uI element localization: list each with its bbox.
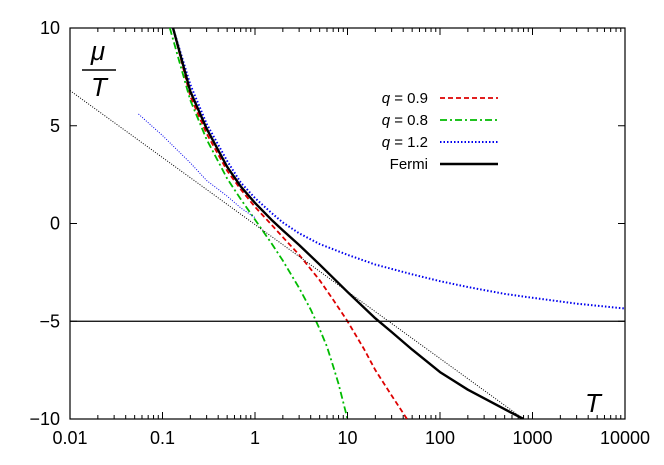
x-tick-label: 100 xyxy=(425,428,455,448)
x-axis-label: T xyxy=(585,388,603,418)
series-line-fermi xyxy=(171,28,525,419)
x-tick-label: 1 xyxy=(250,428,260,448)
x-tick-label: 1000 xyxy=(512,428,552,448)
legend-label: q = 1.2 xyxy=(382,134,428,151)
legend-label: q = 0.8 xyxy=(382,112,428,129)
legend-label: q = 0.9 xyxy=(382,90,428,107)
y-axis-label-numerator: μ xyxy=(90,36,105,66)
series-line-asymptote xyxy=(70,90,524,419)
series-line-q-0-9 xyxy=(172,28,409,419)
y-tick-label: 5 xyxy=(50,116,60,136)
legend: q = 0.9 q = 0.8 q = 1.2 Fermi xyxy=(382,90,498,173)
x-tick-label: 0.01 xyxy=(52,428,87,448)
y-tick-label: −5 xyxy=(39,311,60,331)
y-tick-label: 0 xyxy=(50,214,60,234)
series-line-q-1-2-thin xyxy=(138,113,256,219)
plot-frame xyxy=(69,27,626,420)
tick-layer: 0.01 0.1 1 10 100 1000 10000 −10 −5 0 5 10 xyxy=(29,18,650,448)
legend-label: Fermi xyxy=(390,156,428,173)
series-layer xyxy=(70,28,625,419)
y-tick-label: 10 xyxy=(40,18,60,38)
y-axis-label: μ T xyxy=(82,36,116,102)
x-tick-label: 10 xyxy=(337,428,357,448)
x-tick-label: 10000 xyxy=(600,428,650,448)
x-tick-label: 0.1 xyxy=(150,428,175,448)
series-line-q-0-8 xyxy=(168,28,349,419)
series-line-q-1-2 xyxy=(172,28,625,310)
y-axis-label-denominator: T xyxy=(91,72,109,102)
y-tick-label: −10 xyxy=(29,409,60,429)
